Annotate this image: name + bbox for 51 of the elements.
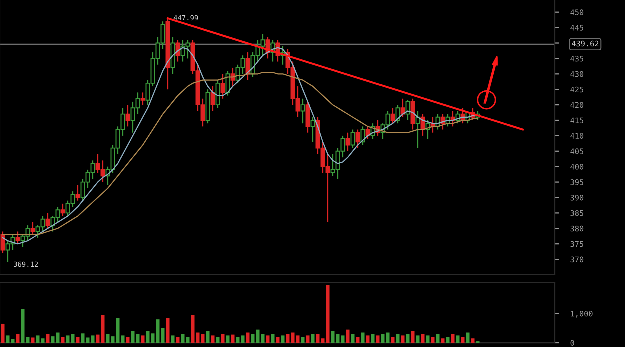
bar (426, 336, 430, 344)
bar (391, 337, 395, 344)
bar (406, 334, 410, 344)
bar (46, 334, 50, 344)
candlestick (16, 231, 20, 245)
bar (371, 334, 375, 344)
bar (471, 338, 475, 344)
bar (421, 334, 425, 344)
candlestick (30, 222, 36, 236)
bar (171, 336, 175, 344)
bar (276, 337, 280, 344)
bar (231, 334, 235, 344)
candlestick (46, 212, 50, 230)
candlestick (346, 132, 350, 152)
bar (401, 336, 405, 344)
bar (416, 336, 420, 344)
bar (301, 337, 305, 344)
bar (451, 334, 455, 344)
bar (136, 334, 140, 344)
bar (271, 334, 275, 344)
bar (266, 336, 270, 344)
candlestick (60, 203, 66, 217)
candlestick (300, 98, 306, 124)
bar (431, 337, 435, 344)
bar (306, 336, 310, 344)
candlestick (140, 92, 146, 106)
bar (396, 334, 400, 344)
bar (246, 332, 250, 344)
bar (166, 318, 170, 344)
bar (1, 324, 5, 344)
bar (366, 336, 370, 344)
candlestick (310, 116, 316, 143)
bar (16, 334, 20, 344)
candlestick (76, 184, 80, 202)
bar (126, 337, 130, 344)
candlestick (390, 108, 396, 124)
bar (346, 330, 350, 344)
bar (206, 331, 210, 344)
bar (251, 334, 255, 344)
bar (61, 337, 65, 344)
bar (141, 336, 145, 344)
bar (351, 334, 355, 344)
bar (221, 334, 225, 344)
bar (226, 336, 230, 344)
bar (456, 336, 460, 344)
bar (31, 338, 35, 344)
bar (376, 336, 380, 344)
bar (281, 336, 285, 344)
bar (216, 337, 220, 344)
candlestick (126, 104, 130, 128)
bar (446, 337, 450, 344)
